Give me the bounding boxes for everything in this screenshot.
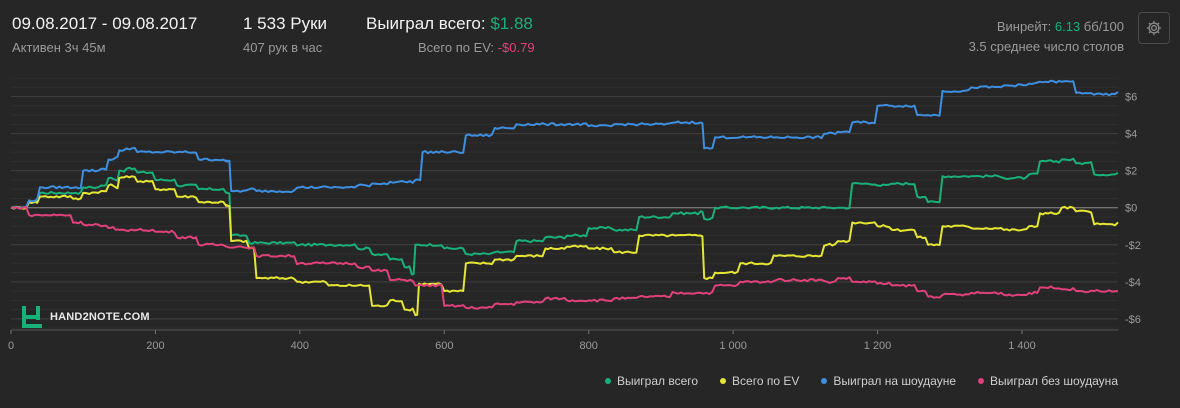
settings-button[interactable] (1138, 12, 1170, 44)
x-tick-label: 1 200 (864, 340, 892, 352)
won-total-label: Выиграл всего: (366, 14, 486, 33)
chart-legend: Выиграл всего Всего по EV Выиграл на шоуда… (604, 374, 1118, 388)
active-duration: Активен 3ч 45м (12, 40, 106, 55)
legend-item[interactable]: Всего по EV (720, 374, 799, 388)
y-tick-label: -$6 (1125, 314, 1141, 326)
legend-item[interactable]: Выиграл на шоудауне (821, 374, 956, 388)
x-tick-label: 0 (8, 340, 14, 352)
x-tick-label: 400 (291, 340, 309, 352)
winrate-unit: бб/100 (1083, 19, 1124, 34)
hand2note-logo-icon (22, 306, 42, 328)
legend-dot-icon (978, 378, 984, 384)
x-tick-label: 1 400 (1008, 340, 1036, 352)
x-tick-label: 1 000 (719, 340, 747, 352)
x-tick-label: 800 (580, 340, 598, 352)
legend-item[interactable]: Выиграл без шоудауна (978, 374, 1118, 388)
series-ev (10, 175, 1119, 317)
legend-label: Выиграл на шоудауне (833, 374, 956, 388)
chart-series (10, 79, 1119, 317)
date-range: 09.08.2017 - 09.08.2017 (12, 14, 198, 33)
chart-grid (11, 78, 1118, 330)
legend-item[interactable]: Выиграл всего (604, 374, 699, 388)
series-nonshowdown (10, 205, 1119, 310)
ev-total: Всего по EV: -$0.79 (418, 40, 535, 55)
avg-tables: 3.5 среднее число столов (968, 39, 1124, 54)
x-tick-label: 600 (435, 340, 453, 352)
brand-logo-text: HAND2NOTE.COM (50, 311, 150, 323)
x-tick-label: 200 (146, 340, 164, 352)
series-showdown (10, 79, 1119, 209)
y-tick-label: $0 (1125, 203, 1137, 215)
profit-chart: $6 $4 $2 $0 -$2 -$4 -$6 0 200 400 600 800 1 000 1 200… (8, 78, 1141, 352)
y-tick-label: -$2 (1125, 240, 1141, 252)
won-total: Выиграл всего: $1.88 (366, 14, 533, 34)
ev-label: Всего по EV: (418, 40, 495, 55)
chart-axes: $6 $4 $2 $0 -$2 -$4 -$6 0 200 400 600 800 1 000 1 200… (8, 92, 1141, 352)
winrate-label: Винрейт: (996, 19, 1052, 34)
ev-value: -$0.79 (497, 40, 535, 55)
plot-area (11, 78, 1118, 330)
won-total-value: $1.88 (490, 14, 533, 33)
legend-label: Всего по EV (732, 374, 800, 388)
y-tick-label: $2 (1125, 166, 1137, 178)
winrate: Винрейт: 6.13 бб/100 (997, 19, 1124, 34)
y-tick-label: $6 (1125, 92, 1137, 104)
y-tick-label: -$4 (1125, 277, 1141, 289)
legend-dot-icon (604, 378, 611, 384)
winrate-value: 6.13 (1054, 19, 1081, 34)
series-won-total (10, 157, 1119, 276)
legend-label: Выиграл без шоудауна (990, 374, 1118, 388)
hands-per-hour: 407 рук в час (243, 40, 323, 55)
legend-label: Выиграл всего (616, 374, 699, 388)
legend-dot-icon (821, 378, 828, 384)
brand-logo: HAND2NOTE.COM (22, 306, 150, 328)
hands-count: 1 533 Руки (243, 14, 328, 33)
y-tick-label: $4 (1125, 129, 1137, 141)
gear-icon (1146, 20, 1162, 36)
legend-dot-icon (720, 378, 727, 384)
